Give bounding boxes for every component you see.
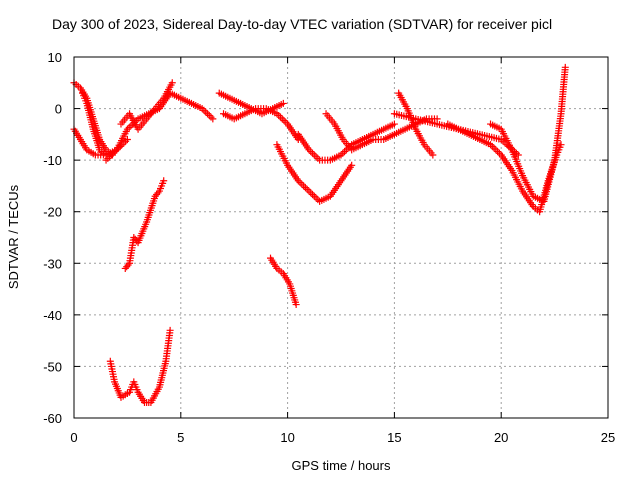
data-point: [124, 261, 132, 269]
data-point: [307, 189, 315, 197]
series-track-6: [121, 177, 168, 272]
data-point: [205, 111, 213, 119]
data-point: [300, 182, 308, 190]
series-track-5: [117, 79, 176, 133]
data-point: [314, 196, 322, 204]
chart-title: Day 300 of 2023, Sidereal Day-to-day VTE…: [0, 16, 640, 36]
x-tick-label: 10: [280, 430, 294, 445]
data-layer: [70, 63, 569, 407]
series-track-13: [322, 110, 441, 154]
y-tick-label: 0: [55, 102, 62, 117]
x-axis-label: GPS time / hours: [292, 458, 391, 473]
data-point: [429, 151, 437, 159]
data-point: [341, 148, 349, 156]
series-track-10: [267, 254, 300, 309]
series-track-11: [273, 141, 356, 205]
y-axis-label: SDTVAR / TECUs: [6, 184, 21, 289]
plot-frame: [73, 56, 609, 419]
x-tick-label: 20: [494, 430, 508, 445]
data-point: [278, 115, 286, 123]
series-track-1: [70, 79, 116, 159]
data-point: [390, 120, 398, 128]
data-point: [561, 63, 569, 71]
data-point: [310, 192, 318, 200]
x-tick-label: 25: [601, 430, 615, 445]
series-track-9: [220, 105, 302, 144]
data-point: [209, 115, 217, 123]
series-track-3: [79, 89, 110, 159]
y-tick-label: -40: [43, 308, 62, 323]
x-tick-label: 15: [387, 430, 401, 445]
series-track-12: [294, 120, 398, 164]
data-point: [280, 117, 288, 125]
series-track-17: [487, 63, 569, 205]
data-point: [314, 154, 322, 162]
data-point: [303, 185, 311, 193]
y-tick-label: -30: [43, 256, 62, 271]
ticks-layer: 0 5 10 15 20 25 -60 -50 -40 -30 -20 -10 0 10: [43, 50, 615, 445]
data-point: [305, 187, 313, 195]
y-tick-label: 10: [48, 50, 62, 65]
data-point: [348, 161, 356, 169]
y-tick-label: -60: [43, 411, 62, 426]
data-point: [168, 79, 176, 87]
data-point: [309, 149, 317, 157]
data-point: [310, 151, 318, 159]
data-point: [154, 189, 162, 197]
series-track-7: [106, 326, 174, 407]
data-point: [202, 108, 210, 116]
chart-title-text: Day 300 of 2023, Sidereal Day-to-day VTE…: [52, 16, 553, 32]
data-point: [490, 144, 498, 152]
data-point: [282, 118, 290, 126]
y-tick-label: -50: [43, 359, 62, 374]
data-point: [557, 141, 565, 149]
data-point: [298, 180, 306, 188]
data-point: [301, 184, 309, 192]
data-point: [160, 177, 168, 185]
series-track-14: [395, 89, 437, 159]
x-tick-label: 5: [177, 430, 184, 445]
y-tick-label: -10: [43, 153, 62, 168]
data-point: [296, 178, 304, 186]
data-point: [309, 191, 317, 199]
data-point: [207, 113, 215, 121]
data-point: [312, 153, 320, 161]
data-point: [204, 110, 211, 118]
data-point: [276, 113, 284, 121]
x-tick-label: 0: [70, 430, 77, 445]
data-point: [123, 136, 131, 144]
y-tick-label: -20: [43, 205, 62, 220]
data-point: [166, 326, 174, 334]
data-point: [495, 149, 503, 157]
data-point: [279, 99, 287, 107]
data-point: [494, 148, 502, 156]
data-point: [292, 301, 300, 309]
series-track-15: [390, 110, 522, 159]
data-point: [307, 148, 315, 156]
data-point: [492, 146, 500, 154]
